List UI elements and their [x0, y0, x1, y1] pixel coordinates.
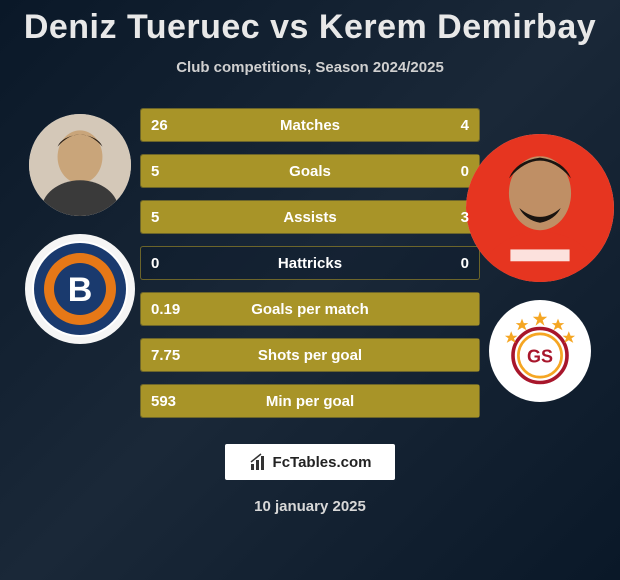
stat-value-text: 0: [461, 163, 469, 180]
stat-row: 0Hattricks0: [140, 246, 480, 280]
stat-label: Matches: [141, 117, 479, 134]
basaksehir-badge-icon: B: [30, 239, 130, 339]
stat-row: 593Min per goal: [140, 384, 480, 418]
stat-row: 26Matches4: [140, 108, 480, 142]
stat-row: 5Assists3: [140, 200, 480, 234]
stat-label: Shots per goal: [141, 347, 479, 364]
stat-value-text: 3: [461, 209, 469, 226]
stat-value-text: 4: [461, 117, 469, 134]
stat-label: Min per goal: [141, 393, 479, 410]
footer-date: 10 january 2025: [254, 498, 366, 515]
stat-label: Assists: [141, 209, 479, 226]
player2-club-badge: GS: [489, 300, 591, 402]
page-subtitle: Club competitions, Season 2024/2025: [176, 59, 444, 76]
stat-row: 0.19Goals per match: [140, 292, 480, 326]
svg-text:GS: GS: [527, 347, 553, 367]
player1-avatar-icon: [29, 114, 131, 216]
svg-text:B: B: [68, 271, 93, 309]
player2-avatar-icon: [466, 134, 614, 282]
stat-row: 5Goals0: [140, 154, 480, 188]
stat-label: Goals per match: [141, 301, 479, 318]
player1-avatar: [29, 114, 131, 216]
comparison-area: B 26Matches45Goals05Assists30Hattricks00…: [0, 104, 620, 418]
stat-value-text: 0: [461, 255, 469, 272]
player2-column: GS: [480, 104, 600, 402]
player1-club-badge: B: [25, 234, 135, 344]
stat-row: 7.75Shots per goal: [140, 338, 480, 372]
stat-label: Goals: [141, 163, 479, 180]
brand-chart-icon: [249, 452, 269, 472]
brand-badge: FcTables.com: [225, 444, 395, 480]
page-title: Deniz Tueruec vs Kerem Demirbay: [24, 8, 596, 47]
brand-text: FcTables.com: [273, 454, 372, 471]
player2-avatar: [466, 134, 614, 282]
galatasaray-badge-icon: GS: [495, 306, 585, 396]
stat-label: Hattricks: [141, 255, 479, 272]
player1-column: B: [20, 104, 140, 344]
stats-column: 26Matches45Goals05Assists30Hattricks00.1…: [140, 104, 480, 418]
